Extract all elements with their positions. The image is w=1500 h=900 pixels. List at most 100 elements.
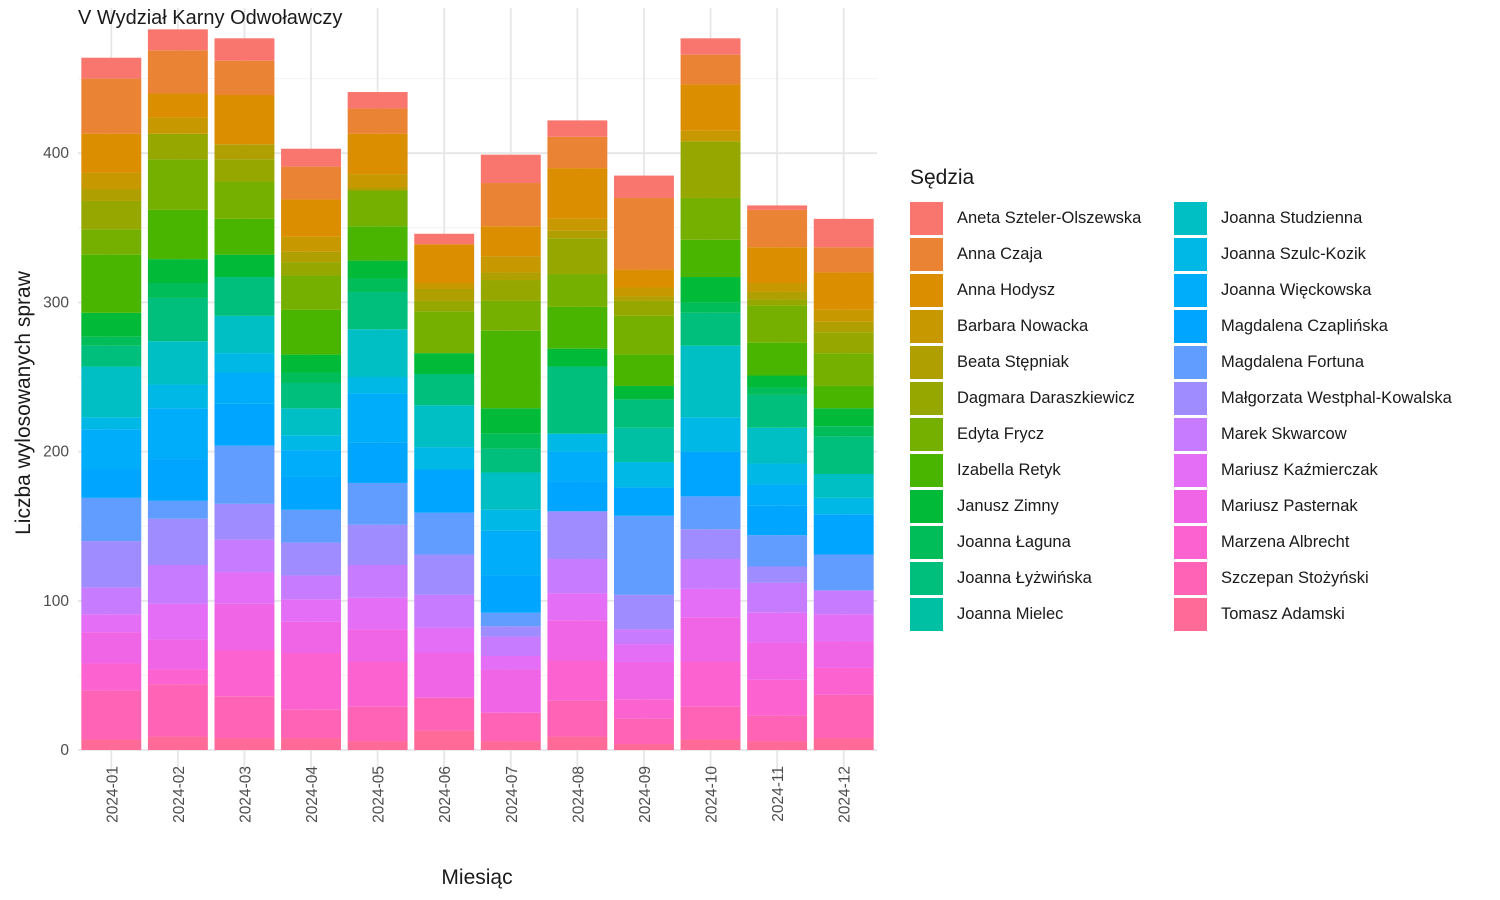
bar-segment bbox=[81, 614, 142, 633]
legend-swatch bbox=[1174, 597, 1207, 631]
bar-segment bbox=[613, 197, 674, 270]
bar-segment bbox=[414, 653, 475, 698]
bar-segment bbox=[347, 133, 408, 175]
bar-segment bbox=[613, 462, 674, 488]
bar-segment bbox=[680, 588, 741, 618]
bar-segment bbox=[547, 660, 608, 701]
bar-segment bbox=[480, 272, 541, 281]
bar-segment bbox=[81, 133, 142, 173]
bar-segment bbox=[547, 306, 608, 349]
legend-item: Beata Stępniak bbox=[910, 344, 1160, 380]
bar-segment bbox=[414, 244, 475, 284]
bar-segment bbox=[414, 627, 475, 654]
legend-label: Tomasz Adamski bbox=[1221, 604, 1345, 623]
bar-segment bbox=[81, 78, 142, 134]
bar-segment bbox=[347, 564, 408, 598]
bar-segment bbox=[547, 700, 608, 737]
bar-segment bbox=[747, 427, 808, 464]
bar-segment bbox=[480, 154, 541, 184]
legend-label: Magdalena Czaplińska bbox=[1221, 316, 1388, 335]
bar-segment bbox=[813, 218, 874, 248]
bar-segment bbox=[281, 262, 342, 276]
bar-segment bbox=[414, 233, 475, 245]
bar-segment bbox=[347, 597, 408, 630]
legend-swatch bbox=[1174, 561, 1207, 595]
legend-swatch bbox=[1174, 273, 1207, 307]
bar-segment bbox=[613, 287, 674, 297]
bar-segment bbox=[680, 661, 741, 707]
x-tick-label: 2024-03 bbox=[237, 766, 254, 823]
bar-segment bbox=[214, 60, 275, 96]
bar-segment bbox=[547, 366, 608, 434]
bar-segment bbox=[747, 612, 808, 643]
bar-segment bbox=[813, 473, 874, 498]
bar-segment bbox=[81, 172, 142, 190]
bar-segment bbox=[147, 500, 208, 519]
legend-item: Szczepan Stożyński bbox=[1174, 560, 1474, 596]
bar-segment bbox=[281, 199, 342, 237]
legend-swatch bbox=[910, 381, 943, 415]
legend-item: Barbara Nowacka bbox=[910, 308, 1160, 344]
bar-segment bbox=[214, 254, 275, 278]
bar-segment bbox=[81, 690, 142, 740]
bar-segment bbox=[547, 168, 608, 219]
bar-segment bbox=[813, 497, 874, 515]
legend-swatch bbox=[910, 525, 943, 559]
legend-column: Joanna Studzienna Joanna Szulc-Kozik Joann… bbox=[1174, 200, 1474, 632]
legend-item: Anna Czaja bbox=[910, 236, 1160, 272]
bar-segment bbox=[214, 403, 275, 446]
x-tick-label: 2024-12 bbox=[837, 766, 854, 823]
bar-segment bbox=[281, 435, 342, 451]
legend-label: Joanna Szulc-Kozik bbox=[1221, 244, 1366, 263]
bar-segment bbox=[281, 542, 342, 576]
bar-segment bbox=[480, 408, 541, 434]
bar-segment bbox=[214, 650, 275, 697]
bar-segment bbox=[680, 84, 741, 131]
bar-segment bbox=[747, 209, 808, 248]
legend-swatch bbox=[910, 561, 943, 595]
bar-segment bbox=[347, 187, 408, 191]
legend-swatch bbox=[910, 453, 943, 487]
x-tick-label: 2024-02 bbox=[171, 766, 188, 823]
bar-segment bbox=[813, 353, 874, 386]
bar-segment bbox=[813, 738, 874, 750]
bar-segment bbox=[347, 524, 408, 565]
bar-segment bbox=[747, 387, 808, 395]
bar-segment bbox=[147, 29, 208, 51]
bar-segment bbox=[147, 518, 208, 565]
legend-label: Magdalena Fortuna bbox=[1221, 352, 1365, 371]
bar-segment bbox=[81, 632, 142, 664]
bar-segment bbox=[613, 175, 674, 198]
legend-item: Anna Hodysz bbox=[910, 272, 1160, 308]
bar-segment bbox=[480, 256, 541, 273]
bar-segment bbox=[347, 482, 408, 525]
bar-segment bbox=[214, 38, 275, 61]
bar-segment bbox=[813, 408, 874, 427]
bar-segment bbox=[81, 200, 142, 230]
bar-segment bbox=[147, 93, 208, 118]
bar-segment bbox=[813, 667, 874, 695]
bar-segment bbox=[147, 459, 208, 501]
legend-swatch bbox=[910, 345, 943, 379]
legend-swatch bbox=[1174, 525, 1207, 559]
legend-item: Małgorzata Westphal-Kowalska bbox=[1174, 380, 1474, 416]
bar-segment bbox=[680, 617, 741, 662]
bar-segment bbox=[547, 559, 608, 594]
bar-segment bbox=[214, 445, 275, 504]
bar-segment bbox=[680, 529, 741, 560]
x-tick-label: 2024-01 bbox=[104, 766, 121, 823]
bar-segment bbox=[680, 706, 741, 740]
legend-item: Dagmara Daraszkiewicz bbox=[910, 380, 1160, 416]
bar-segment bbox=[547, 511, 608, 560]
legend-label: Mariusz Kaźmierczak bbox=[1221, 460, 1378, 479]
legend-label: Janusz Zimny bbox=[957, 496, 1059, 515]
bar-segment bbox=[680, 54, 741, 85]
bar-segment bbox=[613, 487, 674, 516]
bar-segment bbox=[147, 639, 208, 670]
bar-segment bbox=[147, 603, 208, 640]
bar-segment bbox=[147, 341, 208, 385]
bar-segment bbox=[81, 429, 142, 470]
bar-segment bbox=[480, 472, 541, 510]
bar-segment bbox=[480, 656, 541, 670]
legend-item: Joanna Mielec bbox=[910, 596, 1160, 632]
